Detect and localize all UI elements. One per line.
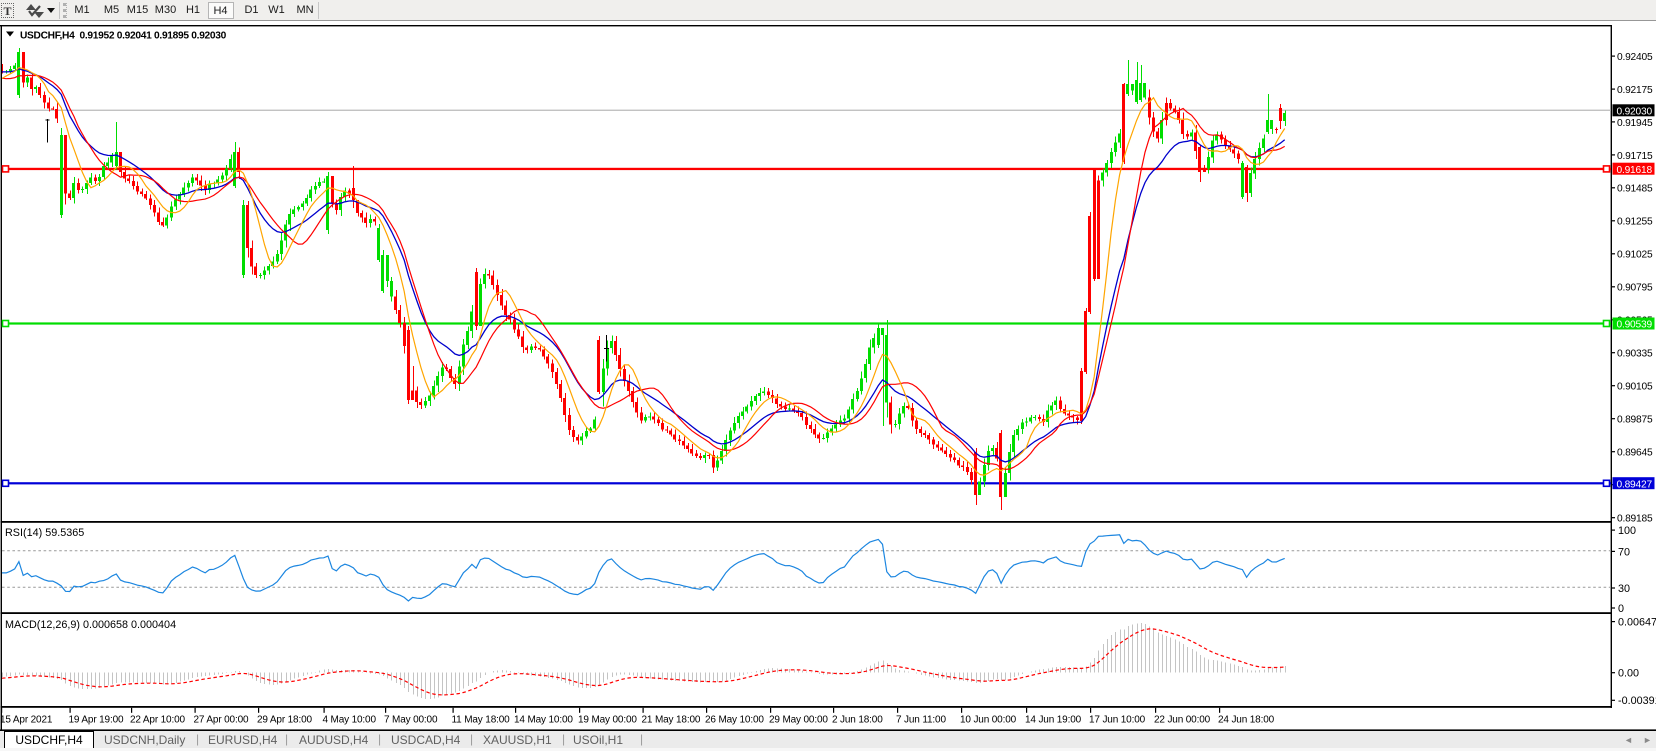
svg-text:30: 30 [1618, 583, 1630, 595]
svg-text:0.89875: 0.89875 [1617, 415, 1653, 426]
svg-text:15 Apr 2021: 15 Apr 2021 [0, 715, 53, 726]
svg-text:-0.003916: -0.003916 [1618, 695, 1656, 707]
svg-text:0.89185: 0.89185 [1617, 514, 1653, 525]
svg-text:0.91945: 0.91945 [1617, 118, 1653, 129]
svg-text:0.90105: 0.90105 [1617, 382, 1653, 393]
svg-text:0.92030: 0.92030 [1617, 107, 1653, 118]
svg-text:0.90795: 0.90795 [1617, 283, 1653, 294]
svg-text:2 Jun 18:00: 2 Jun 18:00 [832, 715, 883, 726]
svg-text:RSI(14) 59.5365: RSI(14) 59.5365 [5, 527, 84, 539]
svg-text:0.92405: 0.92405 [1617, 52, 1653, 63]
svg-text:14 May 10:00: 14 May 10:00 [514, 715, 573, 726]
svg-text:70: 70 [1618, 546, 1630, 558]
svg-text:0.91255: 0.91255 [1617, 217, 1653, 228]
svg-text:22 Apr 10:00: 22 Apr 10:00 [130, 715, 186, 726]
svg-text:0.00647: 0.00647 [1618, 617, 1656, 629]
svg-text:19 May 00:00: 19 May 00:00 [578, 715, 637, 726]
svg-text:4 May 10:00: 4 May 10:00 [323, 715, 377, 726]
svg-text:0.00: 0.00 [1618, 668, 1639, 680]
svg-text:7 May 00:00: 7 May 00:00 [384, 715, 438, 726]
svg-text:MACD(12,26,9) 0.000658 0.00040: MACD(12,26,9) 0.000658 0.000404 [5, 619, 176, 631]
svg-text:24 Jun 18:00: 24 Jun 18:00 [1218, 715, 1275, 726]
svg-text:14 Jun 19:00: 14 Jun 19:00 [1025, 715, 1082, 726]
svg-text:29 May 00:00: 29 May 00:00 [769, 715, 828, 726]
svg-text:0.91485: 0.91485 [1617, 184, 1653, 195]
svg-text:0: 0 [1618, 603, 1624, 615]
svg-text:0.90539: 0.90539 [1617, 320, 1653, 331]
svg-text:22 Jun 00:00: 22 Jun 00:00 [1154, 715, 1211, 726]
svg-text:11 May 18:00: 11 May 18:00 [452, 715, 511, 726]
svg-text:17 Jun 10:00: 17 Jun 10:00 [1089, 715, 1146, 726]
svg-text:USDCHF,H4 0.91952 0.92041 0.9: USDCHF,H4 0.91952 0.92041 0.91895 0.9203… [20, 31, 227, 42]
svg-text:0.91025: 0.91025 [1617, 250, 1653, 261]
svg-text:0.91715: 0.91715 [1617, 151, 1653, 162]
svg-text:26 May 10:00: 26 May 10:00 [705, 715, 764, 726]
svg-text:0.92175: 0.92175 [1617, 85, 1653, 96]
svg-text:0.90335: 0.90335 [1617, 349, 1653, 360]
svg-text:100: 100 [1618, 525, 1636, 537]
svg-text:0.89645: 0.89645 [1617, 448, 1653, 459]
svg-text:21 May 18:00: 21 May 18:00 [642, 715, 701, 726]
svg-text:7 Jun 11:00: 7 Jun 11:00 [896, 715, 946, 726]
svg-text:10 Jun 00:00: 10 Jun 00:00 [960, 715, 1017, 726]
svg-text:0.91618: 0.91618 [1617, 165, 1653, 176]
svg-text:19 Apr 19:00: 19 Apr 19:00 [69, 715, 125, 726]
svg-text:27 Apr 00:00: 27 Apr 00:00 [194, 715, 250, 726]
svg-text:29 Apr 18:00: 29 Apr 18:00 [257, 715, 313, 726]
svg-text:0.89427: 0.89427 [1617, 479, 1653, 490]
